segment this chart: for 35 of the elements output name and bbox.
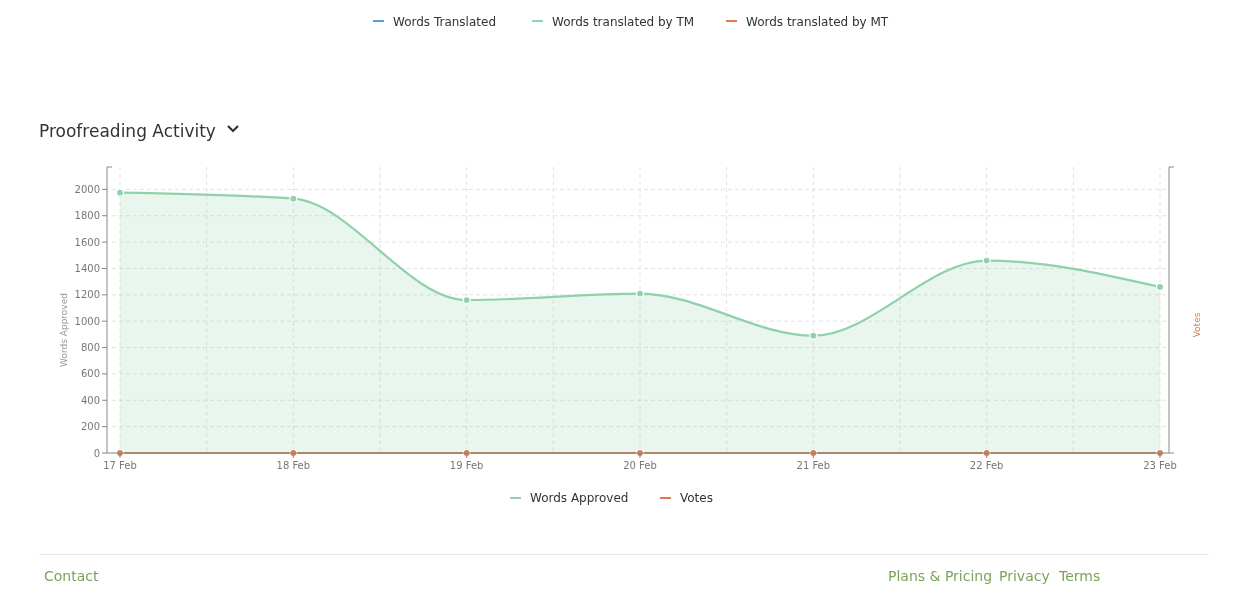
point — [982, 256, 991, 265]
y-axis-title: Words Approved — [59, 293, 69, 367]
y-tick-label: 0 — [93, 447, 100, 459]
x-tick-label: 18 Feb — [276, 460, 311, 471]
y-tick-label: 400 — [80, 394, 100, 406]
point — [809, 331, 818, 340]
text: Words translated by MT — [746, 15, 889, 29]
text: Words translated by TM — [552, 15, 695, 29]
point — [462, 296, 471, 305]
y-tick-label: 2000 — [74, 183, 100, 195]
x-tick-label: 23 Feb — [1143, 460, 1177, 471]
y-tick-label: 1800 — [74, 210, 100, 222]
y-tick-label: 1400 — [74, 262, 100, 274]
y-tick-label: 200 — [80, 421, 100, 433]
text: Words Translated — [393, 15, 497, 29]
x-tick-label: 22 Feb — [969, 460, 1004, 471]
point — [635, 289, 645, 298]
text: Contact — [44, 568, 99, 584]
legend-label: Words Approved — [530, 491, 629, 505]
x-tick-label: 21 Feb — [796, 460, 831, 471]
text: Plans & Pricing — [888, 568, 993, 584]
text: Privacy — [999, 568, 1050, 584]
y-tick-label: 800 — [80, 342, 100, 354]
x-tick-label: 20 Feb — [623, 460, 657, 471]
x-tick-label: 19 Feb — [449, 460, 484, 471]
point — [289, 194, 298, 203]
y-tick-label: 1600 — [74, 236, 100, 248]
y-tick-label: 1200 — [74, 289, 100, 301]
x-tick-label: 17 Feb — [103, 460, 137, 471]
y-tick-label: 1000 — [74, 315, 100, 327]
chart-title: Proofreading Activity — [39, 121, 216, 141]
y-tick-label: 600 — [80, 368, 100, 380]
legend-label: Votes — [680, 491, 713, 505]
y2-axis-title: Votes — [1192, 312, 1202, 338]
text: Terms — [1058, 568, 1101, 584]
